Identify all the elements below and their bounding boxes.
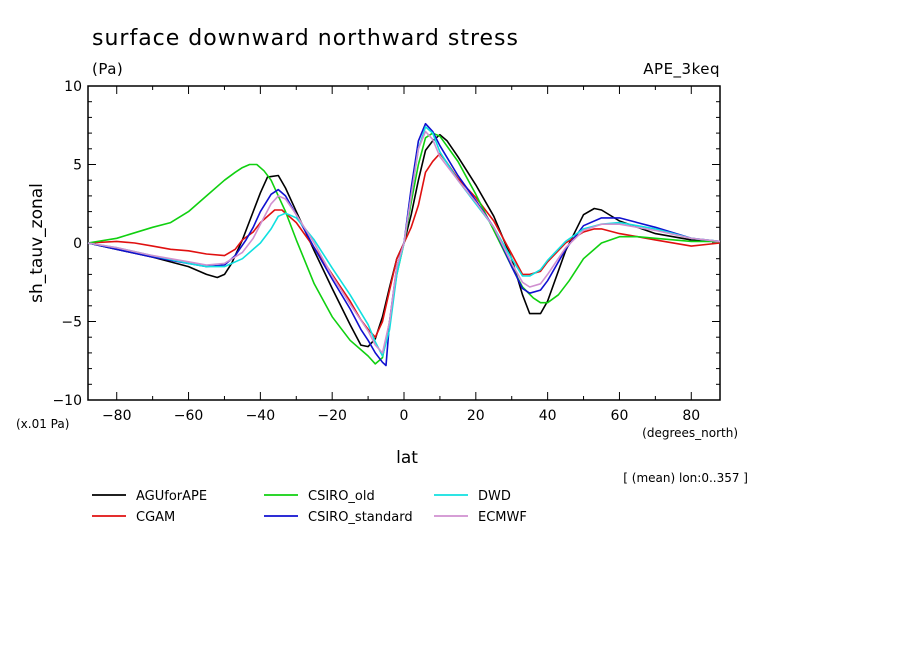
x-axis-ticks: −80 −60 −40 −20 0 20 40 60 80 [102,86,700,424]
x-tick-label: 0 [400,408,409,424]
x-units-label: (degrees_north) [642,426,738,440]
averaging-note: [ (mean) lon:0..357 ] [623,471,748,485]
y-tick-label: 0 [73,236,82,252]
chart-units: (Pa) [92,60,123,78]
x-tick-label: 60 [611,408,629,424]
series-line-csiro-old [87,132,720,365]
y-tick-label: 10 [64,79,82,95]
legend: AGUforAPE CGAM CSIRO_old CSIRO_standard DWD E… [92,489,527,525]
x-tick-label: −20 [317,408,347,424]
y-tick-label: 5 [73,158,82,174]
y-axis-label: sh_tauv_zonal [27,183,47,303]
x-tick-label: 40 [539,408,557,424]
x-tick-label: −40 [246,408,276,424]
legend-label: CGAM [136,510,175,525]
legend-label: ECMWF [478,510,527,525]
x-axis-label: lat [396,448,418,468]
legend-label: DWD [478,489,511,504]
y-tick-label: −5 [61,315,82,331]
experiment-label: APE_3keq [643,60,720,79]
x-tick-label: −60 [174,408,204,424]
legend-label: AGUforAPE [136,489,207,504]
series-line-ecmwf [87,130,721,354]
x-tick-label: 80 [682,408,700,424]
series-lines [87,122,721,367]
x-tick-label: 20 [467,408,485,424]
x-tick-label: −80 [102,408,132,424]
chart-title: surface downward northward stress [92,26,519,51]
y-tick-label: −10 [52,393,82,409]
series-line-cgam [87,152,721,339]
y-scale-note: (x.01 Pa) [16,417,69,431]
legend-label: CSIRO_old [308,489,375,504]
legend-label: CSIRO_standard [308,510,413,525]
